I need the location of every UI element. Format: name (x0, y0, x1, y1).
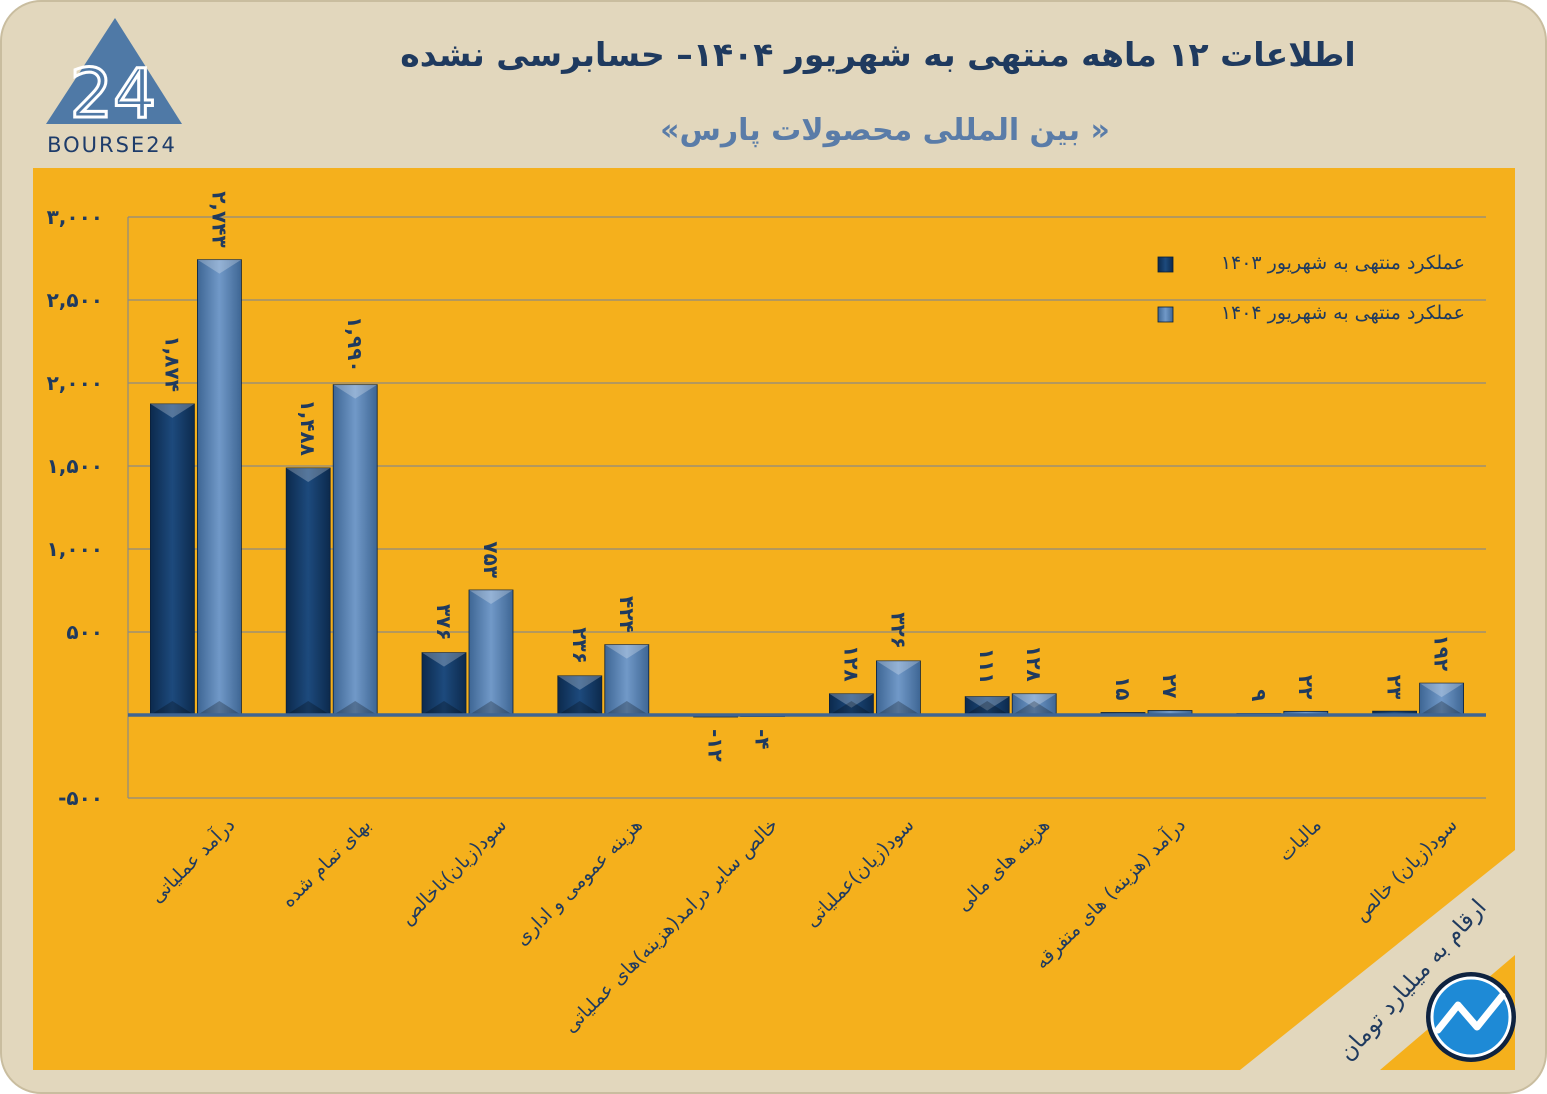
data-label: -۴ (751, 729, 775, 750)
y-axis: -۵۰۰ ۵۰۰ ۱,۰۰۰ ۱,۵۰۰ ۲,۰۰۰ ۲,۵۰۰ ۳,۰۰۰ (47, 205, 103, 810)
y-tick-label: ۵۰۰ (66, 620, 103, 644)
bar-bevel-top (829, 693, 874, 708)
bar (285, 467, 331, 716)
legend-label: عملکرد منتهی به شهریور ۱۴۰۴ (1221, 302, 1465, 324)
legend-swatch (1157, 256, 1174, 273)
bar (332, 384, 378, 716)
bourse24-logo: 24 BOURSE24 (46, 18, 182, 157)
bar-bevel-bottom (422, 701, 466, 715)
data-label: ۱۱۱ (975, 648, 999, 685)
bar-bevel-top (557, 675, 602, 690)
data-label: ۷۵۳ (479, 541, 503, 578)
data-label: ۱۲۸ (1022, 645, 1046, 682)
bar-bevel-top (469, 590, 513, 605)
logo-text: BOURSE24 (47, 133, 177, 157)
bars (149, 259, 1464, 718)
legend: عملکرد منتهی به شهریور ۱۴۰۳ عملکرد منتهی … (1157, 252, 1465, 324)
trend-icon (1426, 972, 1516, 1062)
bar-bevel-bottom (150, 701, 195, 715)
bar-bevel-top (197, 259, 242, 274)
bar-bevel-top (876, 660, 921, 675)
data-label: ۲۳۶ (568, 627, 592, 664)
y-tick-label: ۱,۵۰۰ (47, 454, 103, 478)
data-label: ۳۷۶ (432, 604, 456, 641)
data-label: ۳۲۶ (886, 612, 910, 649)
corner-band (1240, 850, 1515, 1070)
legend-label: عملکرد منتهی به شهریور ۱۴۰۳ (1221, 252, 1465, 274)
bar-bevel-bottom (469, 701, 513, 715)
bar-bevel-bottom (965, 701, 1010, 715)
data-label: ۹ (1247, 689, 1271, 701)
bar-bevel-top (150, 403, 195, 418)
bar-bevel-bottom (876, 701, 921, 715)
trend-icon-line (1434, 992, 1506, 1034)
y-tick-label: ۱,۰۰۰ (47, 537, 103, 561)
data-label: ۱,۹۹۰ (343, 316, 367, 372)
data-label: ۴۲۴ (615, 596, 639, 633)
legend-swatch (1157, 306, 1174, 323)
bar-bevel-bottom (829, 701, 874, 715)
bar-bevel-bottom (197, 701, 242, 715)
chart-title: اطلاعات ۱۲ ماهه منتهی به شهریور ۱۴۰۴– حس… (400, 35, 1355, 75)
data-label: ۱۹۲ (1430, 635, 1454, 672)
bar-bevel-bottom (1012, 701, 1057, 715)
bar (468, 589, 514, 716)
bar-bevel-bottom (286, 701, 331, 715)
logo-triangle (46, 18, 182, 124)
bar-bevel-top (1419, 683, 1464, 698)
data-label: -۱۲ (704, 729, 728, 762)
chart-subtitle: « بین المللی محصولات پارس» (660, 113, 1110, 148)
bar-bevel-bottom (557, 701, 602, 715)
bar-bevel-bottom (604, 701, 649, 715)
bar-bevel-bottom (1419, 701, 1464, 715)
y-tick-label: ۲,۰۰۰ (47, 371, 103, 395)
y-tick-label: ۳,۰۰۰ (47, 205, 103, 229)
bar (876, 660, 921, 716)
data-label: ۱۲۸ (839, 645, 863, 682)
data-label: ۲,۷۴۳ (207, 191, 231, 247)
bar-bevel-top (604, 644, 649, 659)
bar (149, 403, 195, 716)
bar-bevel-top (286, 467, 331, 482)
data-label: ۲۳ (1383, 675, 1407, 699)
data-label: ۱,۴۸۸ (296, 400, 320, 456)
bar-bevel-top (333, 384, 378, 399)
data-labels: ۱,۸۷۴ ۲,۷۴۳ ۱,۴۸۸ ۱,۹۹۰ ۳۷۶ ۷۵۳ ۲۳۶ ۴۲۴ -۱۲ -۴ ۱۲۸… (160, 191, 1453, 761)
bar (557, 675, 603, 716)
bar-bevel-top (422, 652, 466, 667)
bar-bevel-top (965, 696, 1010, 711)
data-label: ۲۲ (1294, 675, 1318, 699)
bar-bevel-bottom (333, 701, 378, 715)
logo-mark: 24 (70, 55, 157, 134)
bar-bevel-top (1012, 693, 1057, 708)
data-label: ۲۷ (1158, 674, 1182, 698)
y-tick-label: -۵۰۰ (58, 786, 103, 810)
y-tick-label: ۲,۵۰۰ (47, 288, 103, 312)
data-label: ۱۵ (1111, 676, 1135, 700)
bar (196, 259, 242, 716)
data-label: ۱,۸۷۴ (160, 335, 184, 391)
